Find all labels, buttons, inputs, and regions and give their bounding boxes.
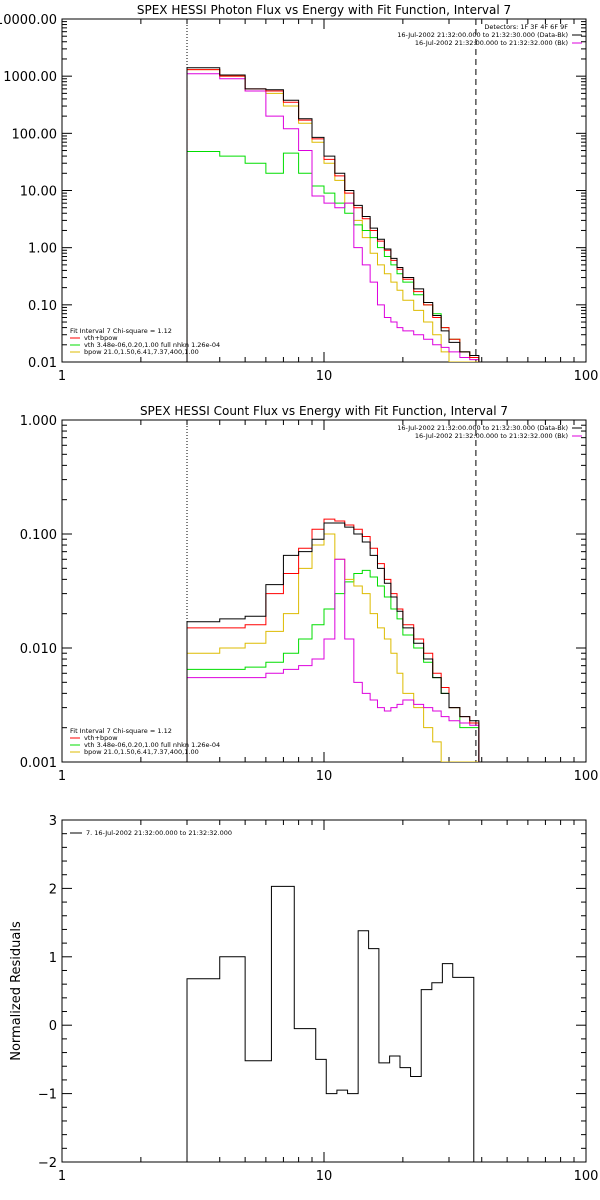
- legend-text: vth+bpow: [84, 334, 118, 342]
- y-ticks: −2 −1 0 1 2 3: [38, 814, 586, 1171]
- chart-title: SPEX HESSI Photon Flux vs Energy with Fi…: [137, 3, 511, 17]
- y-tick-label: 0.010: [20, 642, 57, 657]
- y-tick-label: 1.00: [28, 242, 57, 257]
- x-tick-label: 10: [316, 369, 333, 384]
- legend-text: bpow 21.0,1.50,6.41,7.37,400,1.00: [84, 348, 199, 356]
- series-bk-line: [186, 558, 480, 762]
- plot-frame: [61, 819, 587, 1163]
- legend-text: Fit Interval 7 Chi-square = 1.12: [70, 327, 172, 335]
- series-fit-line: [186, 69, 480, 362]
- x-ticks: 1 10 100: [58, 19, 599, 384]
- legend-bottom: Fit Interval 7 Chi-square = 1.12vth+bpow…: [70, 327, 220, 356]
- x-tick-label: 10: [316, 1169, 333, 1184]
- y-tick-label: 1000.00: [3, 70, 57, 85]
- legend-bottom: Fit Interval 7 Chi-square = 1.12vth+bpow…: [70, 727, 220, 756]
- count-flux-chart: SPEX HESSI Count Flux vs Energy with Fit…: [20, 404, 599, 784]
- series-bk-line: [186, 73, 480, 362]
- series-group: [186, 67, 480, 362]
- y-ticks: 0.001 0.010 0.100 1.000: [20, 414, 586, 771]
- series-total-line: [186, 885, 475, 1162]
- legend-text: Detectors: 1F 3F 4F 6F 9F: [484, 23, 568, 31]
- y-tick-label: 1: [49, 951, 57, 966]
- x-tick-label: 100: [574, 769, 599, 784]
- x-ticks: 1 10 100: [58, 420, 599, 784]
- legend-top: 16-Jul-2002 21:32:00.000 to 21:32:30.000…: [397, 424, 582, 440]
- y-tick-label: 10.00: [20, 185, 57, 200]
- y-tick-label: 3: [49, 814, 57, 829]
- legend-top: 7. 16-Jul-2002 21:32:00.000 to 21:32:32.…: [70, 829, 232, 837]
- legend-text: vth 3.48e-06,0.20,1.00 full nhkn 1.26e-0…: [84, 341, 220, 349]
- legend-text: 16-Jul-2002 21:32:00.000 to 21:32:32.000…: [415, 39, 568, 47]
- legend-text: 16-Jul-2002 21:32:00.000 to 21:32:30.000…: [397, 424, 568, 432]
- x-ticks: 1 10 100: [58, 820, 599, 1184]
- y-ticks: 0.01 0.10 1.00 10.00 100.00 1000.00 10000.00: [0, 13, 586, 371]
- series-total-line: [186, 67, 480, 362]
- y-tick-label: 0.01: [28, 356, 57, 371]
- y-tick-label: −2: [38, 1156, 57, 1171]
- x-tick-label: 100: [574, 1169, 599, 1184]
- y-tick-label: 0.001: [20, 756, 57, 771]
- legend-text: Fit Interval 7 Chi-square = 1.12: [70, 727, 172, 735]
- x-tick-label: 1: [58, 369, 66, 384]
- legend-text: 7. 16-Jul-2002 21:32:00.000 to 21:32:32.…: [86, 829, 232, 837]
- y-tick-label: 0: [49, 1019, 57, 1034]
- series-fit-line: [186, 518, 480, 762]
- series-group: [186, 885, 475, 1162]
- legend-text: vth 3.48e-06,0.20,1.00 full nhkn 1.26e-0…: [84, 741, 220, 749]
- legend-text: 16-Jul-2002 21:32:00.000 to 21:32:30.000…: [397, 31, 568, 39]
- series-vth-line: [186, 569, 480, 762]
- series-vth-line: [186, 151, 480, 362]
- series-bpow-line: [186, 533, 479, 762]
- x-tick-label: 100: [574, 369, 599, 384]
- legend-text: bpow 21.0,1.50,6.41,7.37,400,1.00: [84, 748, 199, 756]
- y-tick-label: 0.10: [28, 299, 57, 314]
- y-tick-label: 100.00: [12, 127, 58, 142]
- series-bpow-line: [186, 69, 479, 362]
- y-tick-label: 1.000: [20, 414, 57, 429]
- y-axis-label: Normalized Residuals: [9, 921, 24, 1061]
- x-tick-label: 1: [58, 1169, 66, 1184]
- y-tick-label: 10000.00: [0, 13, 57, 28]
- y-tick-label: 0.100: [20, 528, 57, 543]
- x-tick-label: 10: [316, 769, 333, 784]
- x-tick-label: 1: [58, 769, 66, 784]
- plot-frame: [61, 419, 587, 763]
- photon-flux-chart: SPEX HESSI Photon Flux vs Energy with Fi…: [0, 3, 598, 384]
- legend-text: vth+bpow: [84, 734, 118, 742]
- series-total-line: [186, 522, 480, 762]
- residuals-chart: 1 10 100 −2 −1 0 1 2 3 Normalized Residuals 7. 16-…: [9, 814, 598, 1184]
- y-tick-label: −1: [38, 1088, 57, 1103]
- chart-title: SPEX HESSI Count Flux vs Energy with Fit…: [140, 404, 508, 418]
- y-tick-label: 2: [49, 882, 57, 897]
- legend-text: 16-Jul-2002 21:32:00.000 to 21:32:32.000…: [415, 432, 568, 440]
- series-group: [186, 518, 480, 762]
